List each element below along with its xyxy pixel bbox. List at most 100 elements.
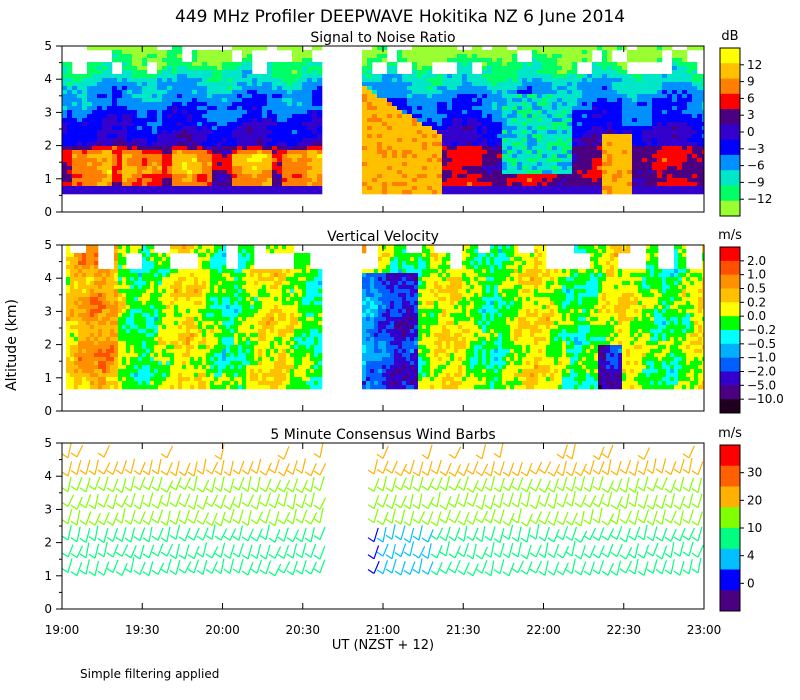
snr-cell bbox=[377, 154, 383, 159]
snr-cell bbox=[502, 66, 508, 71]
velocity-cell bbox=[106, 277, 111, 282]
snr-cell bbox=[152, 74, 158, 79]
snr-cell bbox=[562, 50, 568, 55]
snr-cell bbox=[172, 62, 178, 67]
snr-cell bbox=[597, 146, 603, 151]
snr-cell bbox=[542, 90, 548, 95]
snr-cell bbox=[107, 134, 113, 139]
snr-cell bbox=[447, 166, 453, 171]
snr-cell bbox=[187, 110, 193, 115]
snr-cell bbox=[62, 150, 68, 155]
snr-cell bbox=[462, 78, 468, 83]
snr-cell bbox=[687, 102, 693, 107]
snr-cell bbox=[217, 178, 223, 183]
snr-cell bbox=[602, 70, 608, 75]
snr-cell bbox=[472, 178, 478, 183]
snr-cell bbox=[427, 174, 433, 179]
snr-cell bbox=[702, 98, 704, 103]
colorbar-swatch bbox=[720, 48, 740, 64]
snr-cell bbox=[257, 114, 263, 119]
snr-cell bbox=[622, 182, 628, 187]
snr-cell bbox=[442, 98, 448, 103]
snr-cell bbox=[422, 174, 428, 179]
snr-cell bbox=[277, 154, 283, 159]
velocity-cell bbox=[74, 321, 79, 326]
snr-cell bbox=[212, 134, 218, 139]
snr-cell bbox=[547, 142, 553, 147]
snr-cell bbox=[142, 66, 148, 71]
snr-cell bbox=[632, 94, 638, 99]
snr-cell bbox=[267, 182, 273, 187]
snr-cell bbox=[77, 150, 83, 155]
snr-cell bbox=[662, 94, 668, 99]
velocity-cell bbox=[118, 385, 123, 390]
snr-cell bbox=[577, 138, 583, 143]
snr-cell bbox=[522, 66, 528, 71]
snr-cell bbox=[542, 58, 548, 63]
snr-cell bbox=[492, 74, 498, 79]
velocity-cell bbox=[150, 257, 155, 262]
snr-cell bbox=[567, 150, 573, 155]
snr-cell bbox=[577, 50, 583, 55]
velocity-cell bbox=[130, 325, 135, 330]
snr-cell bbox=[492, 90, 498, 95]
velocity-cell bbox=[90, 353, 95, 358]
velocity-cell bbox=[114, 249, 119, 254]
snr-cell bbox=[477, 114, 483, 119]
snr-cell bbox=[412, 122, 418, 127]
snr-cell bbox=[242, 82, 248, 87]
snr-cell bbox=[262, 170, 268, 175]
snr-cell bbox=[512, 66, 518, 71]
velocity-cell bbox=[106, 345, 111, 350]
snr-cell bbox=[492, 58, 498, 63]
velocity-cell bbox=[126, 349, 131, 354]
snr-cell bbox=[197, 90, 203, 95]
snr-cell bbox=[237, 46, 243, 51]
snr-cell bbox=[417, 122, 423, 127]
snr-cell bbox=[202, 98, 208, 103]
velocity-cell bbox=[82, 313, 87, 318]
snr-cell bbox=[202, 162, 208, 167]
snr-cell bbox=[182, 178, 188, 183]
snr-cell bbox=[602, 146, 608, 151]
snr-cell bbox=[422, 142, 428, 147]
velocity-cell bbox=[86, 381, 91, 386]
snr-cell bbox=[82, 154, 88, 159]
snr-cell bbox=[602, 134, 608, 139]
snr-cell bbox=[112, 150, 118, 155]
snr-cell bbox=[312, 98, 318, 103]
snr-cell bbox=[662, 90, 668, 95]
velocity-cell bbox=[138, 365, 143, 370]
velocity-cell bbox=[70, 381, 75, 386]
snr-cell bbox=[297, 122, 303, 127]
velocity-cell bbox=[134, 369, 139, 374]
snr-cell bbox=[677, 174, 683, 179]
snr-cell bbox=[577, 174, 583, 179]
snr-cell bbox=[507, 50, 513, 55]
snr-cell bbox=[557, 178, 563, 183]
snr-cell bbox=[522, 126, 528, 131]
snr-cell bbox=[637, 86, 643, 91]
snr-cell bbox=[257, 146, 263, 151]
snr-cell bbox=[617, 170, 623, 175]
colorbar-swatch bbox=[720, 154, 740, 171]
snr-cell bbox=[227, 110, 233, 115]
snr-cell bbox=[167, 134, 173, 139]
snr-cell bbox=[642, 98, 648, 103]
snr-cell bbox=[592, 154, 598, 159]
velocity-cell bbox=[150, 269, 155, 274]
snr-cell bbox=[472, 126, 478, 131]
snr-cell bbox=[647, 146, 653, 151]
snr-cell bbox=[62, 134, 68, 139]
snr-cell bbox=[137, 182, 143, 187]
snr-cell bbox=[617, 146, 623, 151]
snr-cell bbox=[587, 138, 593, 143]
snr-cell bbox=[562, 114, 568, 119]
velocity-cell bbox=[106, 273, 111, 278]
velocity-cell bbox=[66, 365, 71, 370]
snr-cell bbox=[247, 46, 253, 51]
snr-cell bbox=[82, 158, 88, 163]
snr-cell bbox=[677, 106, 683, 111]
snr-cell bbox=[622, 86, 628, 91]
snr-cell bbox=[547, 54, 553, 59]
